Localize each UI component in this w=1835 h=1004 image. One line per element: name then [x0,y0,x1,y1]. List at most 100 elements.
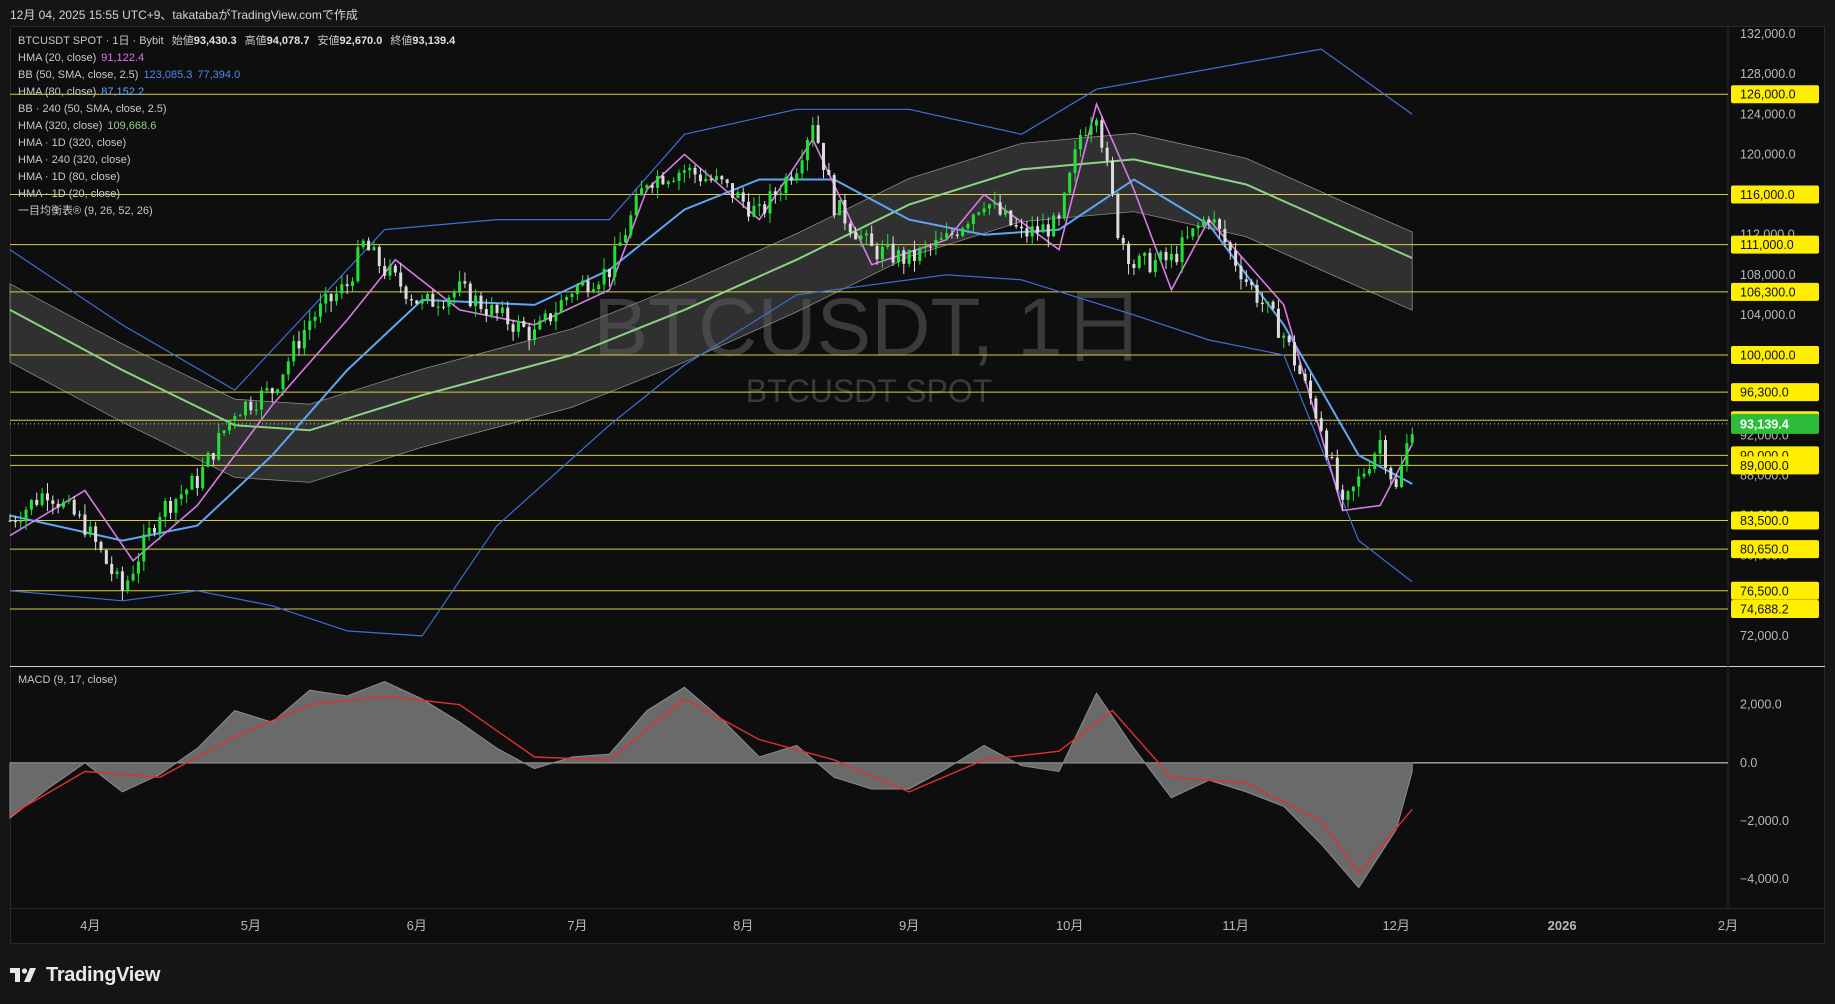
candle-body [484,309,488,316]
legend-indicator-row[interactable]: HMA · 240 (320, close) [18,152,455,169]
candle-body [334,293,338,302]
candle-body [591,289,595,293]
legend-indicator-row[interactable]: 一目均衡表® (9, 26, 52, 26) [18,203,455,220]
candle-body [153,527,157,533]
indicator-name: HMA · 1D (320, close) [18,137,127,149]
open-label: 始値 [171,35,194,47]
candle-body [939,238,943,240]
macd-area [9,680,1413,889]
candle-body [666,181,670,185]
candle-body [425,293,429,300]
indicator-value: 87,152.2 [101,86,145,98]
candle-body [827,170,831,176]
candle-body [142,534,146,562]
candle-body [795,173,799,181]
candle-body [340,284,344,294]
legend-indicator-row[interactable]: HMA (80, close) 87,152.2 [18,84,455,101]
candle-body [843,200,847,224]
macd-label[interactable]: MACD (9, 17, close) [18,674,118,686]
candle-body [179,494,183,499]
candle-body [779,193,783,195]
candle-body [131,573,135,581]
high-label: 高値 [244,35,267,47]
candle-body [1094,120,1098,126]
candle-body [206,453,210,467]
candle-body [24,509,28,522]
candle-body [1218,219,1222,229]
candle-body [875,246,879,260]
candle-body [709,178,713,181]
candle-body [1078,134,1082,150]
candle-body [640,188,644,196]
legend-indicator-row[interactable]: HMA (320, close) 109,668.6 [18,118,455,135]
level-badge [1731,346,1819,365]
price-tick-label: 124,000.0 [1740,107,1796,121]
candle-body [961,228,965,236]
header-bar: 12月 04, 2025 15:55 UTC+9、takatabaがTradin… [0,0,1835,26]
candle-body [474,295,478,307]
candle-body [1292,342,1296,366]
candle-body [645,185,649,189]
candle-body [741,192,745,202]
indicator-name: HMA (320, close) [18,120,103,132]
candle-body [891,243,895,263]
legend-ohlc-row: BTCUSDT SPOT · 1日 · Bybit 始値93,430.3 高値9… [18,33,455,50]
candle-body [1153,260,1157,273]
symbol-title[interactable]: BTCUSDT SPOT · 1日 · Bybit [18,35,164,47]
low-value: 92,670.0 [339,35,383,47]
candle-body [971,214,975,225]
legend-indicator-row[interactable]: HMA · 1D (20, close) [18,186,455,203]
candle-body [1132,264,1136,268]
indicator-name: HMA (80, close) [18,86,97,98]
candle-body [1014,224,1018,227]
candle-body [367,240,371,251]
candle-body [195,475,199,489]
candle-body [324,294,328,304]
candle-body [1020,226,1024,229]
legend-indicator-row[interactable]: HMA · 1D (320, close) [18,135,455,152]
legend-indicator-row[interactable]: BB (50, SMA, close, 2.5) 123,085.3 77,394.… [18,67,455,84]
candle-body [880,246,884,260]
candle-body [1223,228,1227,243]
candle-body [211,453,215,460]
candle-body [452,292,456,298]
candle-body [607,268,611,278]
candle-body [1357,476,1361,487]
candle-body [565,297,569,301]
candle-body [747,201,751,217]
tradingview-logo-text: TradingView [46,963,161,986]
candle-body [848,223,852,233]
high-value: 94,078.7 [266,35,310,47]
candle-body [538,320,542,330]
candle-body [693,167,697,175]
candle-body [174,498,178,513]
candle-body [1052,215,1056,237]
candle-body [773,191,777,195]
candle-body [516,321,520,332]
candle-body [147,527,151,535]
candle-body [618,242,622,246]
legend-indicator-row[interactable]: HMA (20, close) 91,122.4 [18,50,455,67]
candle-body [249,401,253,411]
price-tick-label: 72,000.0 [1740,629,1789,643]
candle-body [854,232,858,240]
legend-indicator-row[interactable]: BB · 240 (50, SMA, close, 2.5) [18,101,455,118]
level-badge-label: 126,000.0 [1740,88,1796,102]
candle-body [115,571,119,575]
candle-body [1234,250,1238,266]
candle-body [1175,253,1179,263]
candle-body [1068,172,1072,193]
tradingview-logo[interactable]: TradingView [10,960,160,990]
candle-body [238,415,242,417]
candle-body [372,247,376,251]
candle-body [950,233,954,235]
level-badge [1731,599,1819,618]
legend-indicator-row[interactable]: HMA · 1D (80, close) [18,169,455,186]
candle-body [982,208,986,213]
candle-body [1260,302,1264,305]
candle-body [672,180,676,182]
macd-tick-label: −2,000.0 [1740,814,1789,828]
candle-body [698,174,702,182]
candle-body [704,178,708,182]
